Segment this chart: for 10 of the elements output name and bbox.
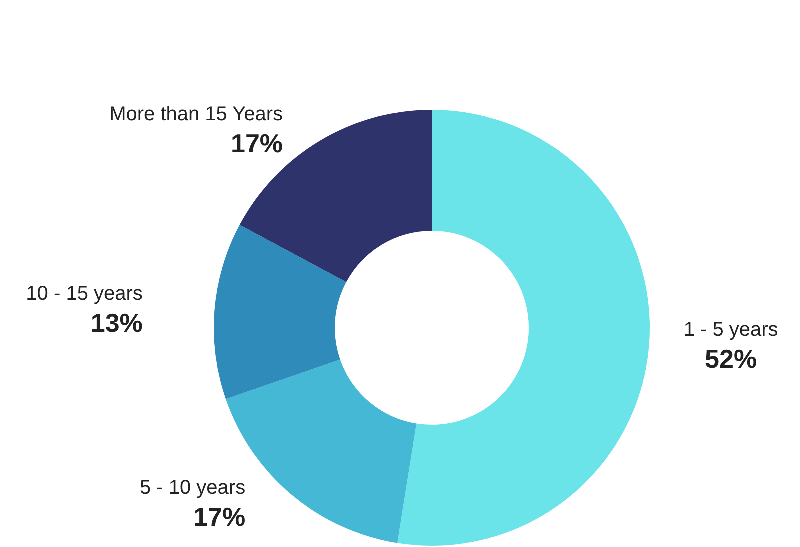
slice-label: 5 - 10 years [140, 477, 246, 500]
data-label: 13% [90, 308, 143, 338]
donut-slice [214, 225, 346, 400]
data-label: 52% [705, 344, 758, 374]
slice-label: More than 15 Years [110, 104, 284, 126]
slice-label: 10 - 15 years [26, 282, 143, 305]
slice-label: 1 - 5 years [684, 319, 778, 342]
donut-slice [398, 110, 650, 546]
data-label: 17% [194, 502, 246, 532]
data-label: 17% [230, 128, 284, 159]
